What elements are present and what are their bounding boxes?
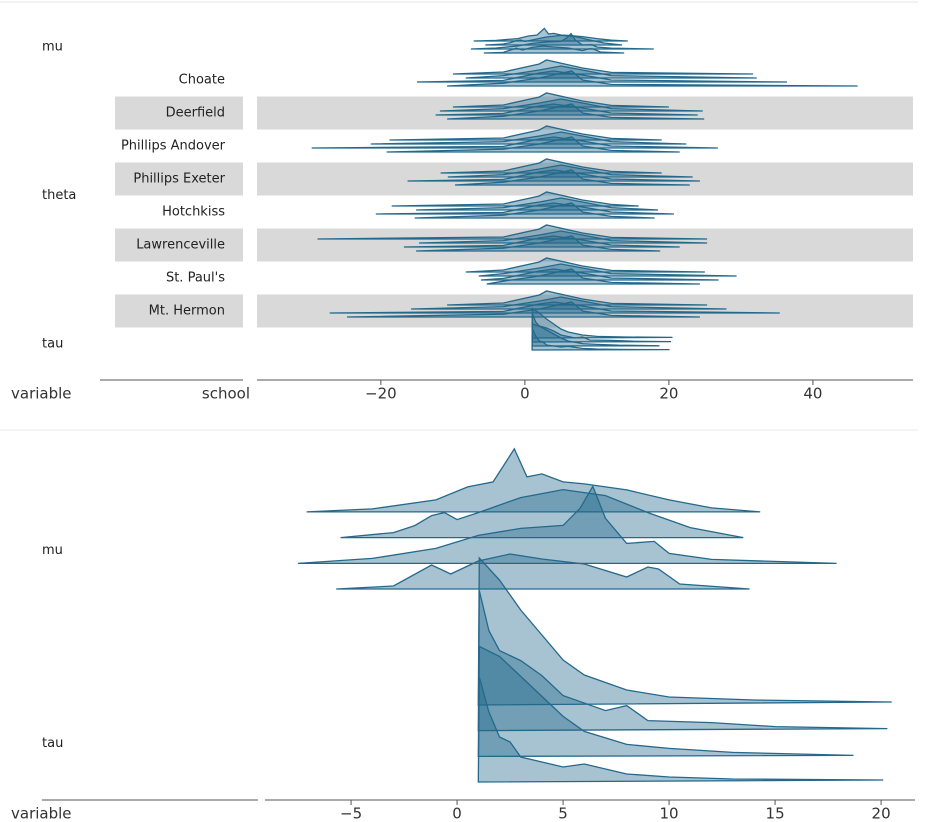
school-label: Hotchkiss <box>162 205 225 220</box>
x-tick-label: 0 <box>520 385 530 403</box>
ridge <box>452 59 754 75</box>
x-tick-label: 20 <box>659 385 678 403</box>
ridge <box>340 488 744 539</box>
ridge <box>389 125 662 141</box>
ridge <box>486 268 700 285</box>
ridge <box>416 235 661 252</box>
label-band <box>115 96 243 130</box>
ridge <box>452 92 669 108</box>
ridge <box>477 590 888 732</box>
ridge <box>483 45 625 54</box>
ridge <box>386 136 680 153</box>
ridge <box>531 323 660 347</box>
label-band <box>115 294 243 328</box>
ridge <box>346 301 700 318</box>
ridge <box>473 27 628 42</box>
x-tick-label: 0 <box>452 805 462 822</box>
ridge <box>414 202 655 219</box>
ridge <box>477 645 854 758</box>
ridge <box>447 164 693 178</box>
ridge <box>416 70 788 83</box>
ridge <box>454 169 690 186</box>
ridge <box>416 197 659 211</box>
variable-label: mu <box>42 543 63 558</box>
x-tick-label: 40 <box>803 385 822 403</box>
ridge <box>311 136 718 149</box>
ridge <box>478 263 737 277</box>
school-label: Deerfield <box>166 106 225 121</box>
ridge <box>298 484 837 565</box>
ridge <box>329 301 780 314</box>
variable-label: mu <box>42 40 63 55</box>
axis-label: variable <box>11 385 72 403</box>
ridge <box>531 328 670 351</box>
school-label: Phillips Andover <box>121 139 226 154</box>
ridge <box>336 553 750 590</box>
ridge <box>435 103 698 116</box>
label-band <box>115 162 243 196</box>
ridge <box>439 98 703 112</box>
x-tick-label: 20 <box>872 805 891 822</box>
ridge <box>485 34 623 46</box>
ridge <box>391 191 639 207</box>
variable-label: tau <box>42 736 63 751</box>
ridge <box>403 235 680 248</box>
ridge <box>531 313 672 343</box>
school-label: St. Paul's <box>166 271 225 286</box>
ridge <box>407 169 700 182</box>
axis-label: school <box>202 385 250 403</box>
ridge <box>370 131 687 145</box>
ridge <box>447 290 708 306</box>
ridge <box>465 257 705 273</box>
x-tick-label: 15 <box>766 805 785 822</box>
x-tick-label: 10 <box>660 805 679 822</box>
school-label: Mt. Hermon <box>149 304 225 319</box>
variable-label: theta <box>42 188 76 203</box>
ridge <box>440 158 662 174</box>
ridge <box>465 65 757 79</box>
variable-label: tau <box>42 337 63 352</box>
ridge <box>306 447 761 513</box>
ridge <box>531 307 673 339</box>
ridge <box>375 202 674 215</box>
ridge <box>470 32 654 50</box>
axis-label: variable <box>11 805 72 822</box>
school-label: Phillips Exeter <box>133 172 225 187</box>
ridge <box>477 556 892 706</box>
ridge <box>447 70 858 87</box>
school-label: Choate <box>179 73 225 88</box>
ridge <box>480 268 719 281</box>
x-tick-label: −5 <box>340 805 362 822</box>
school-label: Lawrenceville <box>136 238 225 253</box>
ridge <box>317 224 708 240</box>
x-tick-label: 5 <box>558 805 568 822</box>
label-band <box>115 228 243 262</box>
ridge <box>447 103 705 120</box>
x-tick-label: −20 <box>365 385 397 403</box>
ridge <box>477 676 884 783</box>
